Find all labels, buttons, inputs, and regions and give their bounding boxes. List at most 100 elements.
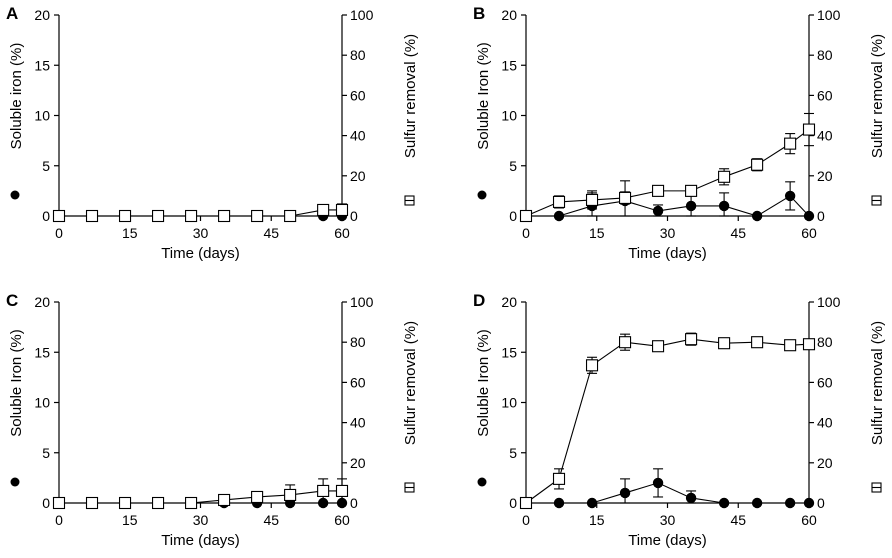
legend-marker-soluble-iron bbox=[10, 477, 20, 487]
point-soluble-iron bbox=[718, 200, 730, 212]
point-sulfur-removal bbox=[284, 488, 297, 502]
y-left-tick-label: 20 bbox=[34, 294, 50, 310]
y-right-tick-label: 60 bbox=[350, 87, 366, 103]
legend-marker-soluble-iron bbox=[10, 190, 20, 200]
panel-B: B 0 5 10 15 20 0 20 40 60 80 100 0 15 30 45 60 Time (days… bbox=[473, 4, 886, 262]
y-left-tick-label: 10 bbox=[34, 108, 50, 124]
y-right-tick-label: 80 bbox=[350, 47, 366, 63]
point-soluble-iron bbox=[784, 497, 796, 509]
y-axis-label-left: Soluble iron (%) bbox=[8, 43, 25, 150]
point-sulfur-removal bbox=[218, 493, 231, 507]
point-sulfur-removal bbox=[218, 209, 231, 223]
x-tick-label: 45 bbox=[263, 512, 279, 528]
point-sulfur-removal bbox=[585, 359, 599, 372]
y-left-tick-label: 15 bbox=[501, 57, 517, 73]
point-sulfur-removal bbox=[52, 209, 66, 223]
point-sulfur-removal bbox=[85, 209, 99, 223]
y-axis-label-right: Sulfur removal (%) bbox=[869, 321, 886, 445]
point-sulfur-removal bbox=[751, 336, 764, 349]
point-sulfur-removal bbox=[802, 338, 816, 351]
y-right-tick-label: 20 bbox=[817, 168, 833, 184]
y-left-tick-label: 0 bbox=[42, 208, 50, 224]
y-right-tick-label: 100 bbox=[350, 294, 374, 310]
x-tick-label: 60 bbox=[334, 512, 350, 528]
y-left-tick-label: 5 bbox=[42, 445, 50, 461]
point-sulfur-removal bbox=[85, 496, 99, 510]
x-tick-label: 15 bbox=[589, 512, 605, 528]
point-sulfur-removal bbox=[118, 496, 132, 510]
y-axis-label-left: Soluble Iron (%) bbox=[475, 329, 492, 437]
point-sulfur-removal bbox=[619, 336, 632, 349]
x-tick-label: 30 bbox=[660, 512, 676, 528]
point-sulfur-removal bbox=[185, 209, 198, 223]
point-soluble-iron bbox=[553, 497, 565, 509]
point-sulfur-removal bbox=[751, 158, 764, 171]
y-left-tick-label: 5 bbox=[42, 158, 50, 174]
y-right-tick-label: 0 bbox=[817, 208, 825, 224]
point-sulfur-removal bbox=[251, 490, 264, 504]
x-tick-label: 0 bbox=[55, 225, 63, 241]
y-right-tick-label: 80 bbox=[817, 334, 833, 350]
y-right-tick-label: 100 bbox=[817, 7, 841, 23]
point-sulfur-removal bbox=[685, 184, 698, 197]
series-line-soluble-iron bbox=[526, 195, 810, 217]
y-right-tick-label: 60 bbox=[817, 374, 833, 390]
point-soluble-iron bbox=[685, 200, 697, 212]
point-sulfur-removal bbox=[152, 496, 165, 510]
point-sulfur-removal bbox=[718, 337, 731, 350]
y-right-tick-label: 80 bbox=[350, 334, 366, 350]
y-right-tick-label: 40 bbox=[350, 128, 366, 144]
x-tick-label: 45 bbox=[263, 225, 279, 241]
point-sulfur-removal bbox=[317, 203, 330, 217]
point-soluble-iron bbox=[652, 477, 664, 489]
y-left-tick-label: 20 bbox=[501, 294, 517, 310]
y-left-tick-label: 15 bbox=[34, 344, 50, 360]
legend-marker-soluble-iron bbox=[477, 477, 487, 487]
point-sulfur-removal bbox=[685, 333, 698, 346]
point-soluble-iron bbox=[784, 190, 796, 202]
x-tick-label: 30 bbox=[193, 512, 209, 528]
point-sulfur-removal bbox=[335, 203, 349, 217]
point-sulfur-removal bbox=[118, 209, 132, 223]
point-soluble-iron bbox=[685, 492, 697, 504]
y-right-tick-label: 80 bbox=[817, 47, 833, 63]
point-soluble-iron bbox=[619, 487, 631, 499]
y-right-tick-label: 0 bbox=[350, 208, 358, 224]
panel-C: C 0 5 10 15 20 0 20 40 60 80 100 0 15 30 45 60 Time (days… bbox=[6, 291, 419, 549]
y-axis-label-right: Sulfur removal (%) bbox=[402, 34, 419, 158]
x-tick-label: 45 bbox=[730, 512, 746, 528]
y-left-tick-label: 10 bbox=[34, 395, 50, 411]
y-left-tick-label: 10 bbox=[501, 108, 517, 124]
panel-letter: D bbox=[473, 291, 485, 310]
point-sulfur-removal bbox=[519, 496, 533, 510]
x-tick-label: 15 bbox=[589, 225, 605, 241]
point-sulfur-removal bbox=[335, 484, 349, 497]
point-sulfur-removal bbox=[251, 209, 264, 223]
series-line-sulfur-removal bbox=[59, 209, 342, 217]
x-tick-label: 30 bbox=[660, 225, 676, 241]
point-soluble-iron bbox=[553, 210, 565, 222]
point-sulfur-removal bbox=[52, 496, 66, 510]
y-left-tick-label: 15 bbox=[501, 344, 517, 360]
y-left-tick-label: 10 bbox=[501, 395, 517, 411]
point-sulfur-removal bbox=[585, 193, 599, 206]
x-tick-label: 0 bbox=[522, 225, 530, 241]
x-axis-label: Time (days) bbox=[161, 532, 240, 549]
y-right-tick-label: 40 bbox=[350, 415, 366, 431]
y-left-tick-label: 0 bbox=[509, 495, 517, 511]
point-sulfur-removal bbox=[317, 484, 330, 497]
y-right-tick-label: 60 bbox=[817, 87, 833, 103]
x-tick-label: 60 bbox=[334, 225, 350, 241]
y-right-tick-label: 40 bbox=[817, 415, 833, 431]
point-soluble-iron bbox=[803, 210, 815, 222]
point-sulfur-removal bbox=[718, 170, 731, 183]
point-soluble-iron bbox=[586, 497, 598, 509]
legend-marker-soluble-iron bbox=[477, 190, 487, 200]
panel-D: D 0 5 10 15 20 0 20 40 60 80 100 0 15 30 45 60 Time (days… bbox=[473, 291, 886, 549]
y-right-tick-label: 20 bbox=[350, 168, 366, 184]
point-sulfur-removal bbox=[552, 472, 566, 485]
point-soluble-iron bbox=[803, 497, 815, 509]
series-line-sulfur-removal bbox=[59, 490, 342, 504]
point-sulfur-removal bbox=[552, 195, 566, 208]
x-axis-label: Time (days) bbox=[628, 532, 707, 549]
